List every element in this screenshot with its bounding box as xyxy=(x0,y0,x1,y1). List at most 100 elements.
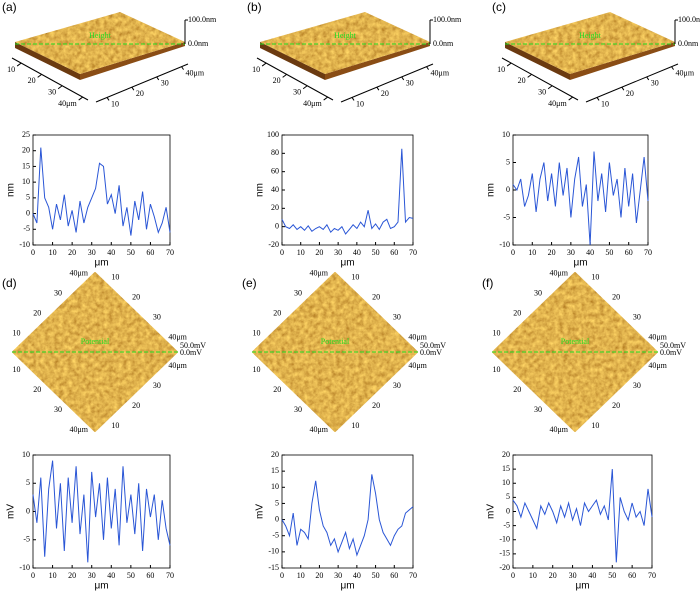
x-tick-label: 50 xyxy=(127,571,135,580)
axis-label: 20 xyxy=(513,385,521,394)
axis-label: 40μm xyxy=(310,269,329,278)
y-tick-label: 5 xyxy=(26,478,30,487)
profile-line xyxy=(512,469,653,563)
y-tick-label: 5 xyxy=(506,492,510,501)
x-tick-label: 40 xyxy=(588,571,596,580)
x-tick-label: 10 xyxy=(528,248,536,257)
axis-label: 40μm xyxy=(408,361,427,370)
y-tick-label: -5 xyxy=(23,535,30,544)
axis-label: 30 xyxy=(651,79,659,88)
sample-side xyxy=(80,42,185,80)
overlay-label: Height xyxy=(89,31,112,40)
x-tick-label: 70 xyxy=(166,248,174,257)
axis-line xyxy=(585,63,679,103)
axis-label: 20 xyxy=(136,89,144,98)
scale-top: 100.0nm xyxy=(433,15,462,24)
x-tick-label: 60 xyxy=(146,248,154,257)
y-tick-label: 0 xyxy=(26,506,30,515)
panel-label: (c) xyxy=(492,0,506,14)
x-tick-label: 30 xyxy=(88,571,96,580)
axis-label: 30 xyxy=(294,405,302,414)
overlay-label: Height xyxy=(579,31,602,40)
axis-tick xyxy=(401,76,405,81)
axis-tick xyxy=(302,85,308,90)
y-tick-label: 100 xyxy=(267,130,279,139)
y-tick-label: 10 xyxy=(22,177,30,186)
panel-label: (b) xyxy=(247,0,262,14)
y-tick-label: -5 xyxy=(503,520,510,529)
axis-label: 40μm xyxy=(548,99,567,108)
overlay-label: Potential xyxy=(81,337,110,346)
profile-line xyxy=(281,474,414,557)
axis-line xyxy=(256,57,334,101)
axis-label: 10 xyxy=(601,99,609,108)
y-tick-label: 0 xyxy=(26,208,30,217)
y-tick-label: 10 xyxy=(22,450,30,459)
axis-tick xyxy=(16,62,22,67)
y-tick-label: 80 xyxy=(271,148,279,157)
axis-label: 10 xyxy=(111,273,119,282)
axis-tick xyxy=(621,86,625,91)
y-tick-label: -10 xyxy=(499,535,510,544)
axis-label: 10 xyxy=(111,99,119,108)
axis-tick xyxy=(323,96,328,101)
x-tick-label: 30 xyxy=(569,571,577,580)
axis-label: 30 xyxy=(294,289,302,298)
profile-line xyxy=(281,148,414,235)
axis-label: 20 xyxy=(513,309,521,318)
axis-label: 10 xyxy=(493,329,501,338)
y-tick-label: -10 xyxy=(19,563,30,572)
axis-label: 40μm xyxy=(676,68,695,77)
scale-top: 50.0mV xyxy=(180,341,206,350)
x-tick-label: 40 xyxy=(586,248,594,257)
x-tick-label: 60 xyxy=(146,571,154,580)
profile-line xyxy=(32,147,171,236)
y-tick-label: 0 xyxy=(506,506,510,515)
axis-label: 10 xyxy=(493,365,501,374)
x-tick-label: 10 xyxy=(49,248,57,257)
x-tick-label: 20 xyxy=(548,248,556,257)
axis-label: 20 xyxy=(372,401,380,410)
axis-label: 20 xyxy=(33,385,41,394)
axis-tick xyxy=(506,62,512,67)
x-axis-label: μm xyxy=(575,581,589,591)
sample-side xyxy=(260,42,325,80)
y-tick-label: -10 xyxy=(499,240,510,249)
axis-label: 20 xyxy=(28,76,36,85)
y-tick-label: 5 xyxy=(275,498,279,507)
x-tick-label: 60 xyxy=(390,571,398,580)
x-tick-label: 70 xyxy=(166,571,174,580)
axis-label: 40μm xyxy=(168,361,187,370)
y-tick-label: 10 xyxy=(502,478,510,487)
scale-bottom: 0.0nm xyxy=(188,39,209,48)
y-tick-label: 60 xyxy=(271,166,279,175)
y-axis-label: mV xyxy=(6,504,17,519)
y-axis-label: nm xyxy=(486,183,497,197)
axis-line xyxy=(95,63,189,103)
x-tick-label: 0 xyxy=(280,571,284,580)
y-tick-label: 0 xyxy=(506,185,510,194)
y-tick-label: 15 xyxy=(502,464,510,473)
overlay-label: Potential xyxy=(561,337,590,346)
x-tick-label: 10 xyxy=(49,571,57,580)
afm-surface xyxy=(260,12,430,74)
axis-label: 40μm xyxy=(550,425,569,434)
y-tick-label: 15 xyxy=(271,466,279,475)
axis-label: 20 xyxy=(626,89,634,98)
axis-label: 10 xyxy=(351,273,359,282)
x-tick-label: 50 xyxy=(608,571,616,580)
axis-label: 20 xyxy=(273,76,281,85)
x-tick-label: 40 xyxy=(107,571,115,580)
axis-label: 30 xyxy=(54,289,62,298)
y-tick-label: 20 xyxy=(271,450,279,459)
axis-label: 30 xyxy=(393,381,401,390)
x-tick-label: 0 xyxy=(31,571,35,580)
y-tick-label: 10 xyxy=(502,130,510,139)
axis-label: 40μm xyxy=(310,425,329,434)
scale-top: 100.0nm xyxy=(678,15,700,24)
x-tick-label: 30 xyxy=(88,248,96,257)
y-tick-label: 20 xyxy=(22,146,30,155)
axis-tick xyxy=(351,97,355,101)
axis-label: 30 xyxy=(161,79,169,88)
y-tick-label: 20 xyxy=(271,203,279,212)
